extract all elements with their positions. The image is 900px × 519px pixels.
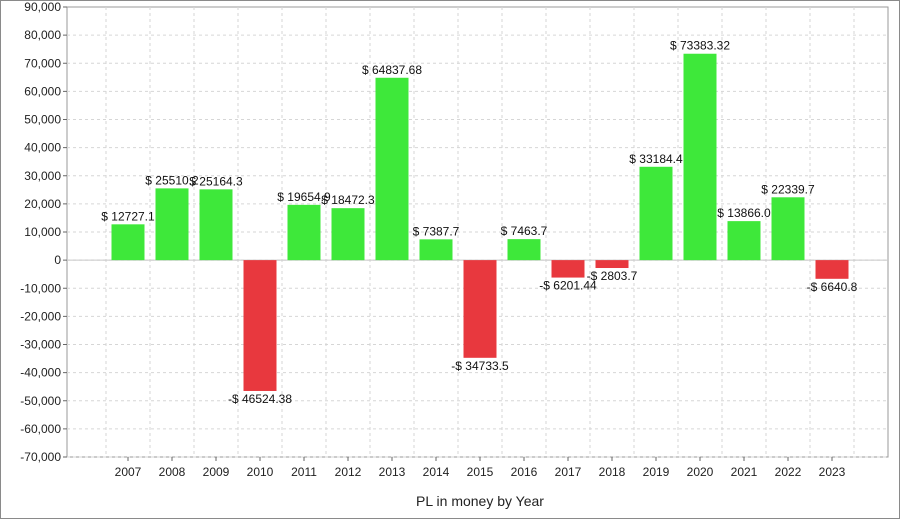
data-label: $ 12727.1 [101,209,155,223]
x-tick-label: 2009 [203,465,230,479]
bar-2007 [111,224,145,261]
y-tick-label: 20,000 [24,197,61,211]
bar-2009 [199,189,233,261]
bar-2017 [551,260,585,278]
y-tick-label: 90,000 [24,0,61,14]
x-tick-label: 2010 [247,465,274,479]
y-tick-label: 50,000 [24,113,61,127]
bar-2022 [771,197,805,261]
x-tick-label: 2022 [775,465,802,479]
y-tick-label: -20,000 [20,309,61,323]
x-tick-label: 2016 [511,465,538,479]
data-label: $ 13866.0 [717,206,771,220]
y-tick-label: -10,000 [20,281,61,295]
x-tick-label: 2012 [335,465,362,479]
x-axis-title: PL in money by Year [416,493,544,509]
x-tick-label: 2013 [379,465,406,479]
x-tick-label: 2015 [467,465,494,479]
bar-2020 [683,53,717,261]
bar-2019 [639,166,673,261]
data-label: $ 7387.7 [413,224,460,238]
y-tick-label: 0 [54,253,61,267]
data-label: $ 18472.3 [321,193,375,207]
bar-2011 [287,204,321,261]
data-label: -$ 2803.7 [587,269,638,283]
bar-2010 [243,260,277,391]
x-tick-label: 2008 [159,465,186,479]
data-labels: $ 12727.1 $ 25510.2$ 25164.3 -$ 46524.38 $ … [101,39,857,406]
data-label: $ 25510.2 [145,173,199,187]
y-tick-label: -30,000 [20,338,61,352]
bar-2023 [815,260,849,279]
y-tick-label: 60,000 [24,84,61,98]
grid-lines [66,6,889,458]
bar-2015 [463,260,497,358]
y-tick-label: -40,000 [20,366,61,380]
x-tick-label: 2023 [819,465,846,479]
bar-2018 [595,260,629,269]
x-tick-label: 2019 [643,465,670,479]
data-label: $ 22339.7 [761,182,815,196]
axes: 90,000 80,000 70,000 60,000 50,000 40,000 30,0… [20,0,845,479]
data-label: -$ 46524.38 [228,392,292,406]
bar-2008 [155,188,189,261]
data-label: $ 19654.9 [277,190,331,204]
y-tick-label: 30,000 [24,169,61,183]
bar-2021 [727,221,761,261]
data-label: $ 33184.4 [629,152,683,166]
data-label: $ 25164.3 [189,174,243,188]
bar-2013 [375,77,409,261]
x-tick-label: 2021 [731,465,758,479]
y-tick-label: 70,000 [24,56,61,70]
y-tick-label: -70,000 [20,450,61,464]
y-tick-label: -50,000 [20,394,61,408]
y-tick-label: -60,000 [20,422,61,436]
data-label: $ 64837.68 [362,63,422,77]
data-label: $ 7463.7 [501,224,548,238]
bars [111,53,849,391]
x-tick-label: 2007 [115,465,142,479]
x-tick-label: 2020 [687,465,714,479]
data-label: -$ 34733.5 [451,359,509,373]
y-tick-label: 80,000 [24,28,61,42]
y-tick-label: 40,000 [24,141,61,155]
x-tick-label: 2011 [291,465,317,479]
x-tick-label: 2018 [599,465,626,479]
bar-2016 [507,239,541,261]
y-tick-label: 10,000 [24,225,61,239]
data-label: $ 73383.32 [670,39,730,53]
x-tick-label: 2017 [555,465,582,479]
data-label: -$ 6640.8 [807,280,858,294]
data-label: -$ 6201.44 [539,279,597,293]
bar-2012 [331,208,365,261]
x-tick-label: 2014 [423,465,450,479]
bar-2014 [419,239,453,261]
